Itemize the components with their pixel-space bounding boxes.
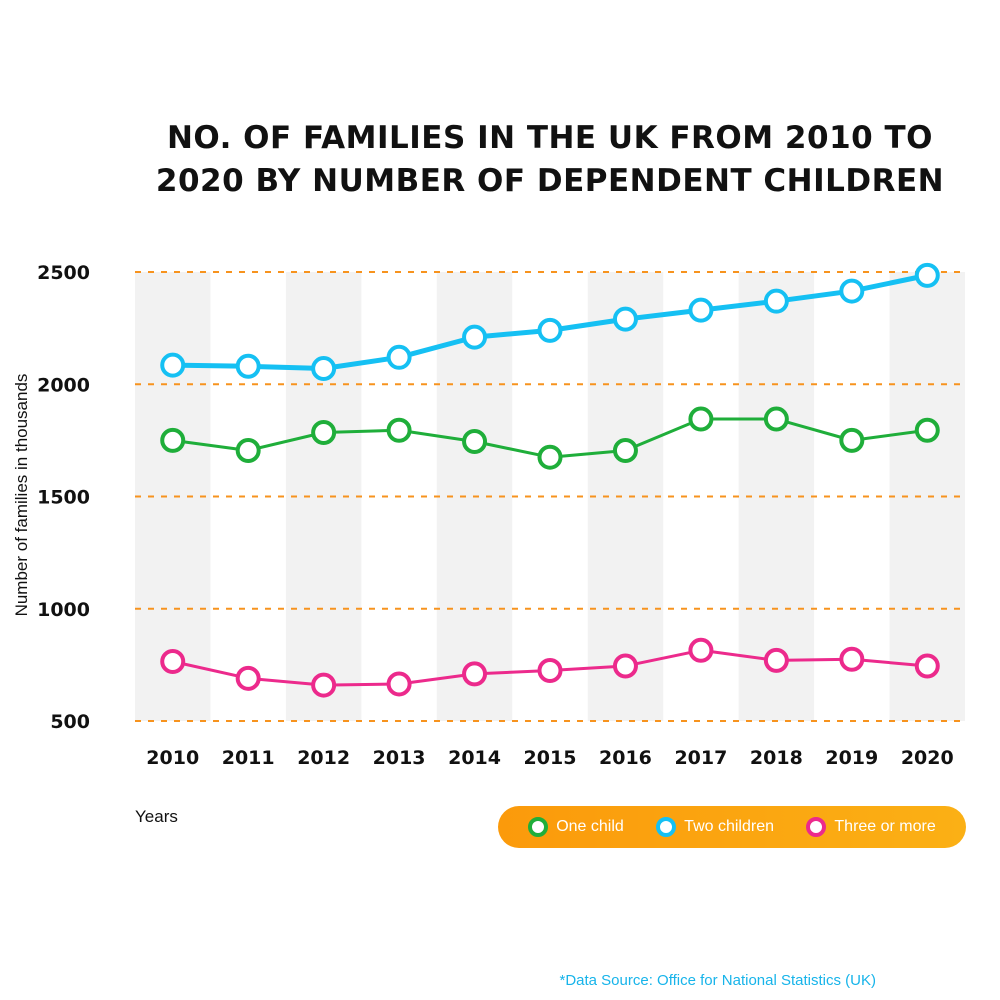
data-point-three-or-more [537, 657, 563, 683]
data-point-two-children [914, 262, 940, 288]
data-point-one-child [914, 417, 940, 443]
data-point-one-child [386, 417, 412, 443]
data-point-one-child [311, 420, 337, 446]
data-point-three-or-more [763, 647, 789, 673]
legend-marker-one-child [528, 817, 549, 837]
data-source-note: *Data Source: Office for National Statis… [559, 972, 876, 989]
y-tick-label: 1500 [37, 487, 90, 509]
data-point-one-child [612, 437, 638, 463]
data-point-one-child [235, 437, 261, 463]
background-band [285, 272, 362, 721]
data-point-three-or-more [612, 653, 638, 679]
background-band [135, 272, 211, 721]
data-point-two-children [612, 306, 638, 332]
y-tick-label: 500 [50, 711, 90, 733]
data-point-three-or-more [839, 646, 865, 672]
data-point-three-or-more [311, 672, 337, 698]
data-point-one-child [462, 428, 488, 454]
x-tick-label: 2011 [222, 747, 275, 769]
data-point-two-children [235, 353, 261, 379]
x-tick-label: 2017 [674, 747, 727, 769]
legend-marker-three-or-more [806, 817, 827, 837]
chart-title-line-2: 2020 BY NUMBER OF DEPENDENT CHILDREN [155, 163, 945, 199]
y-tick-label: 1000 [37, 599, 90, 621]
y-tick-label: 2000 [37, 374, 90, 396]
x-tick-label: 2019 [825, 747, 878, 769]
data-point-three-or-more [914, 653, 940, 679]
data-point-three-or-more [235, 665, 261, 691]
x-tick-label: 2013 [373, 747, 426, 769]
x-tick-label: 2015 [524, 747, 577, 769]
x-tick-label: 2014 [448, 747, 501, 769]
x-tick-label: 2020 [901, 747, 954, 769]
data-point-three-or-more [688, 637, 714, 663]
x-tick-label: 2012 [297, 747, 350, 769]
data-point-two-children [462, 324, 488, 350]
data-point-one-child [839, 427, 865, 453]
data-point-two-children [688, 297, 714, 323]
background-band [587, 272, 664, 721]
data-point-two-children [311, 356, 337, 382]
legend-label-one-child: One child [556, 818, 624, 835]
legend-marker-two-children [656, 817, 677, 837]
data-point-two-children [763, 288, 789, 314]
legend: One child Two children Three or more [498, 806, 966, 848]
legend-item-one-child: One child [528, 817, 624, 837]
data-point-one-child [160, 427, 186, 453]
legend-label-three-or-more: Three or more [834, 818, 936, 835]
data-point-three-or-more [160, 649, 186, 675]
data-point-two-children [160, 352, 186, 378]
chart-title-line-1: NO. OF FAMILIES IN THE UK FROM 2010 TO [166, 120, 933, 156]
y-tick-label: 2500 [37, 262, 90, 284]
legend-item-three-or-more: Three or more [806, 817, 936, 837]
legend-label-two-children: Two children [684, 818, 774, 835]
x-tick-label: 2018 [750, 747, 803, 769]
data-point-three-or-more [462, 661, 488, 687]
data-point-one-child [688, 406, 714, 432]
legend-item-two-children: Two children [656, 817, 774, 837]
data-point-two-children [386, 344, 412, 370]
data-point-one-child [537, 444, 563, 470]
data-point-one-child [763, 406, 789, 432]
y-axis-label: Number of families in thousands [12, 373, 31, 617]
data-point-two-children [537, 317, 563, 343]
data-point-two-children [839, 278, 865, 304]
data-point-three-or-more [386, 671, 412, 697]
x-tick-label: 2010 [146, 747, 199, 769]
x-tick-label: 2016 [599, 747, 652, 769]
x-axis-label: Years [135, 807, 178, 826]
